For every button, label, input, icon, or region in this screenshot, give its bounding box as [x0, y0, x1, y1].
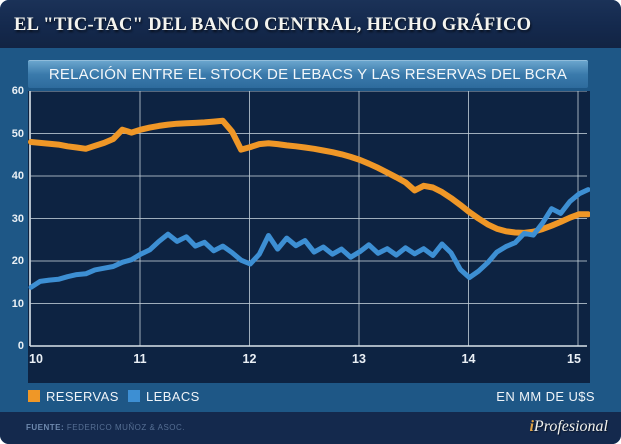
reservas-swatch-icon: [28, 390, 40, 402]
chart-zone: RELACIÓN ENTRE EL STOCK DE LEBACS Y LAS …: [0, 48, 621, 412]
y-tick-30: 30: [11, 212, 24, 225]
source-text: FEDERICO MUÑOZ & ASOC.: [66, 423, 186, 432]
legend-label-reservas: RESERVAS: [46, 389, 119, 404]
x-tick-14: 14: [461, 352, 476, 366]
source-line: FUENTE: FEDERICO MUÑOZ & ASOC.: [26, 423, 185, 432]
lebacs-swatch-icon: [128, 390, 140, 402]
y-tick-20: 20: [11, 255, 24, 267]
y-tick-40: 40: [11, 170, 24, 182]
x-tick-15: 15: [567, 352, 581, 366]
series-lebacs: [28, 187, 590, 290]
footer-bar: FUENTE: FEDERICO MUÑOZ & ASOC. iProfesio…: [0, 412, 621, 444]
title-bar: EL "TIC-TAC" DEL BANCO CENTRAL, HECHO GR…: [0, 0, 621, 48]
x-tick-13: 13: [352, 352, 366, 366]
chart-subtitle: RELACIÓN ENTRE EL STOCK DE LEBACS Y LAS …: [48, 66, 568, 83]
plot-panel: 10 11 12 13 14 15: [28, 91, 590, 383]
x-tick-10: 10: [29, 352, 43, 366]
page-title: EL "TIC-TAC" DEL BANCO CENTRAL, HECHO GR…: [14, 15, 532, 35]
logo-prefix: i: [529, 418, 534, 435]
chart-legend: RESERVAS LEBACS EN MM DE U$S: [0, 388, 621, 406]
line-chart: [28, 91, 590, 347]
series-reservas: [28, 117, 590, 236]
iprofesional-logo: iProfesional: [529, 418, 608, 436]
y-tick-60: 60: [11, 85, 24, 97]
logo-rest: Profesional: [533, 418, 608, 435]
y-tick-10: 10: [11, 297, 24, 310]
chart-header-bar: RELACIÓN ENTRE EL STOCK DE LEBACS Y LAS …: [28, 60, 588, 88]
legend-label-lebacs: LEBACS: [146, 389, 200, 404]
x-tick-11: 11: [133, 352, 147, 366]
x-tick-12: 12: [242, 352, 257, 366]
source-label: FUENTE:: [26, 423, 65, 432]
y-tick-50: 50: [11, 127, 24, 140]
y-tick-0: 0: [17, 340, 24, 352]
unit-note: EN MM DE U$S: [496, 389, 595, 404]
